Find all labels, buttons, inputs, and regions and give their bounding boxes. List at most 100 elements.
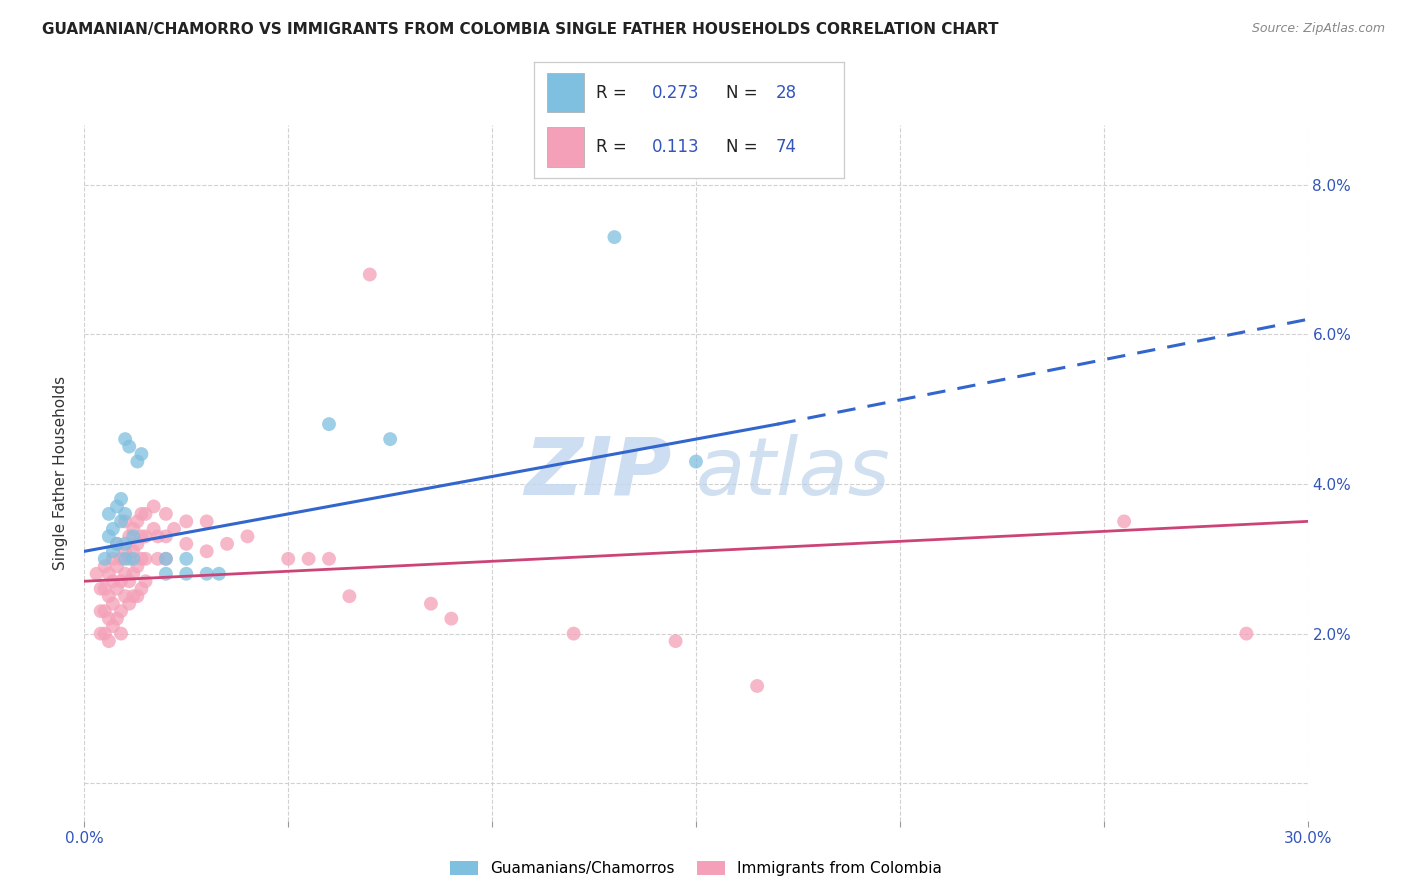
Point	[110, 491, 132, 506]
Point	[1236, 626, 1258, 640]
Text: N =: N =	[725, 138, 758, 156]
Point	[122, 522, 145, 536]
Point	[155, 551, 177, 566]
Point	[110, 626, 132, 640]
Point	[101, 551, 124, 566]
Point	[105, 582, 128, 596]
Point	[135, 574, 157, 589]
Point	[135, 529, 157, 543]
Text: ZIP: ZIP	[524, 434, 672, 512]
Point	[114, 589, 136, 603]
Text: 28: 28	[776, 84, 797, 102]
Text: 0.273: 0.273	[652, 84, 699, 102]
Point	[93, 551, 117, 566]
Point	[440, 612, 463, 626]
Point	[97, 589, 120, 603]
Point	[318, 551, 340, 566]
Point	[298, 551, 321, 566]
FancyBboxPatch shape	[547, 73, 583, 112]
Point	[127, 589, 149, 603]
Point	[142, 500, 165, 514]
Text: atlas: atlas	[696, 434, 891, 512]
Point	[135, 507, 157, 521]
Point	[155, 551, 177, 566]
Point	[105, 612, 128, 626]
Point	[118, 574, 141, 589]
Point	[318, 417, 340, 431]
Text: 74: 74	[776, 138, 797, 156]
Point	[236, 529, 259, 543]
Point	[359, 268, 381, 282]
Point	[747, 679, 769, 693]
Text: R =: R =	[596, 138, 627, 156]
Point	[122, 566, 145, 581]
Point	[195, 544, 218, 558]
Point	[93, 626, 117, 640]
Point	[114, 544, 136, 558]
Text: Source: ZipAtlas.com: Source: ZipAtlas.com	[1251, 22, 1385, 36]
Point	[131, 529, 153, 543]
Point	[90, 626, 112, 640]
Point	[93, 582, 117, 596]
Point	[155, 507, 177, 521]
Point	[118, 551, 141, 566]
Point	[114, 432, 136, 446]
Point	[127, 454, 149, 468]
Point	[176, 537, 198, 551]
Point	[562, 626, 585, 640]
Point	[195, 566, 218, 581]
Point	[105, 537, 128, 551]
Point	[97, 529, 120, 543]
Point	[176, 515, 198, 529]
Text: 0.113: 0.113	[652, 138, 699, 156]
Point	[101, 597, 124, 611]
Point	[603, 230, 626, 244]
Point	[101, 619, 124, 633]
Point	[97, 634, 120, 648]
Point	[217, 537, 239, 551]
Point	[114, 507, 136, 521]
Point	[176, 551, 198, 566]
Text: R =: R =	[596, 84, 627, 102]
Point	[105, 500, 128, 514]
Point	[127, 537, 149, 551]
Point	[90, 582, 112, 596]
Point	[97, 507, 120, 521]
Point	[114, 566, 136, 581]
Point	[146, 551, 169, 566]
Legend: Guamanians/Chamorros, Immigrants from Colombia: Guamanians/Chamorros, Immigrants from Co…	[444, 855, 948, 882]
Point	[118, 529, 141, 543]
Point	[176, 566, 198, 581]
Point	[122, 589, 145, 603]
Point	[277, 551, 299, 566]
FancyBboxPatch shape	[547, 128, 583, 167]
Point	[101, 522, 124, 536]
Point	[122, 544, 145, 558]
Point	[155, 529, 177, 543]
Point	[146, 529, 169, 543]
Point	[195, 515, 218, 529]
Point	[110, 574, 132, 589]
Point	[114, 515, 136, 529]
Text: GUAMANIAN/CHAMORRO VS IMMIGRANTS FROM COLOMBIA SINGLE FATHER HOUSEHOLDS CORRELAT: GUAMANIAN/CHAMORRO VS IMMIGRANTS FROM CO…	[42, 22, 998, 37]
Point	[665, 634, 688, 648]
Point	[380, 432, 402, 446]
Y-axis label: Single Father Households: Single Father Households	[53, 376, 69, 570]
Point	[101, 574, 124, 589]
Point	[131, 582, 153, 596]
Point	[142, 522, 165, 536]
Point	[86, 566, 108, 581]
Point	[97, 566, 120, 581]
Point	[118, 597, 141, 611]
Point	[1114, 515, 1136, 529]
Point	[208, 566, 231, 581]
Point	[114, 537, 136, 551]
Point	[131, 447, 153, 461]
Point	[122, 529, 145, 543]
Point	[93, 604, 117, 618]
Point	[420, 597, 443, 611]
Point	[339, 589, 361, 603]
Point	[127, 559, 149, 574]
Point	[110, 604, 132, 618]
Point	[122, 551, 145, 566]
